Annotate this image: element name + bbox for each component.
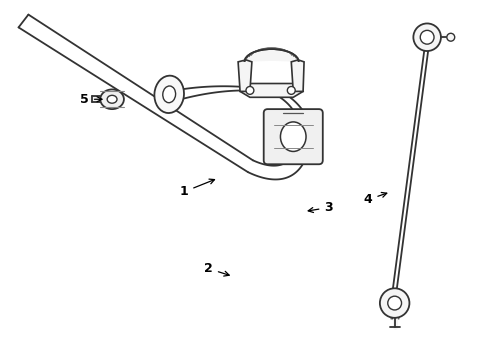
Polygon shape bbox=[238, 60, 252, 91]
Text: 3: 3 bbox=[308, 201, 333, 214]
Ellipse shape bbox=[107, 95, 117, 103]
Text: 2: 2 bbox=[204, 262, 229, 276]
Circle shape bbox=[246, 86, 254, 94]
Ellipse shape bbox=[154, 76, 184, 113]
Text: 4: 4 bbox=[364, 193, 387, 206]
Circle shape bbox=[420, 30, 434, 44]
Text: 5: 5 bbox=[80, 93, 102, 106]
Polygon shape bbox=[240, 84, 303, 97]
Ellipse shape bbox=[100, 89, 124, 109]
Polygon shape bbox=[291, 60, 304, 91]
Ellipse shape bbox=[280, 122, 306, 152]
Text: 1: 1 bbox=[179, 179, 215, 198]
Circle shape bbox=[287, 86, 295, 94]
Circle shape bbox=[388, 296, 401, 310]
Circle shape bbox=[414, 23, 441, 51]
Circle shape bbox=[380, 288, 410, 318]
FancyBboxPatch shape bbox=[264, 109, 323, 164]
Ellipse shape bbox=[163, 86, 175, 103]
Polygon shape bbox=[245, 49, 299, 62]
Circle shape bbox=[447, 33, 455, 41]
